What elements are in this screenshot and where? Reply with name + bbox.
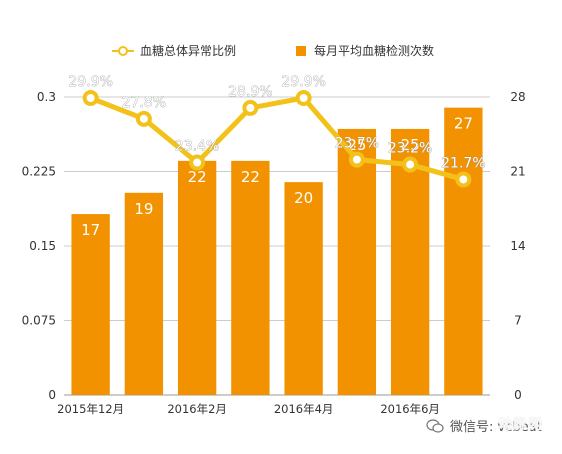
bar (444, 107, 483, 396)
watermark-logo: 动脉网 (498, 417, 543, 433)
legend-label-line: 血糖总体异常比例 (140, 44, 237, 58)
legend: 血糖总体异常比例 每月平均血糖检测次数 (0, 42, 562, 62)
bar-value-label: 22 (241, 168, 260, 186)
line-value-label: 28.9% (228, 84, 272, 100)
line-point (242, 99, 259, 116)
legend-label-bar: 每月平均血糖检测次数 (314, 44, 435, 58)
line-point (402, 156, 419, 173)
line-point (455, 171, 472, 188)
bar (177, 160, 217, 395)
line-value-label: 21.7% (441, 155, 485, 171)
bar-value-label: 27 (454, 115, 473, 133)
line-value-label: 29.9% (68, 74, 112, 90)
bar-value-label: 22 (188, 168, 207, 186)
line-value-label: 23.4% (175, 139, 219, 155)
bar-value-label: 19 (134, 200, 153, 218)
legend-item-line: 血糖总体异常比例 (112, 42, 236, 59)
bar (231, 160, 270, 395)
y-left-tick-label: 0.15 (29, 239, 56, 253)
line-point (189, 154, 206, 171)
y-right-tick-label: 7 (514, 314, 522, 328)
bar (337, 128, 377, 395)
x-tick-label: 2016年4月 (274, 402, 334, 416)
line-value-label: 27.8% (122, 95, 166, 111)
y-right-tick-label: 0 (514, 388, 522, 402)
bar (71, 214, 110, 395)
line-value-label: 23.2% (388, 141, 432, 157)
watermark-text: 微信号: vcbeat (450, 420, 542, 435)
x-tick-label: 2016年6月 (380, 402, 440, 416)
wechat-icon (426, 418, 444, 433)
y-left-tick-label: 0.075 (22, 314, 56, 328)
line-point (295, 89, 312, 106)
x-tick-label: 2016年2月 (167, 402, 227, 416)
y-right-tick-label: 14 (510, 239, 525, 253)
bar-value-label: 25 (401, 136, 420, 154)
series-line (89, 95, 465, 182)
line-point (348, 151, 365, 168)
legend-item-bar: 每月平均血糖检测次数 (296, 42, 434, 59)
watermark: 微信号: vcbeat (426, 416, 542, 435)
y-left-tick-label: 0 (48, 388, 56, 402)
y-left-tick-label: 0.3 (37, 90, 56, 104)
line-point (135, 110, 152, 127)
bar-value-label: 25 (347, 136, 366, 154)
legend-bar-swatch (296, 45, 306, 56)
y-right-tick-label: 21 (510, 165, 525, 179)
bar-value-label: 17 (81, 221, 100, 239)
bar (124, 192, 164, 395)
legend-line-swatch (112, 45, 134, 56)
bar (284, 182, 323, 395)
bar (390, 128, 430, 395)
x-tick-label: 2015年12月 (57, 402, 124, 416)
line-value-label: 29.9% (281, 74, 325, 90)
y-left-tick-label: 0.225 (22, 165, 56, 179)
line-point (82, 89, 99, 106)
y-right-tick-label: 28 (510, 90, 525, 104)
bar-value-label: 20 (294, 189, 313, 207)
line-value-label: 23.7% (335, 136, 379, 152)
